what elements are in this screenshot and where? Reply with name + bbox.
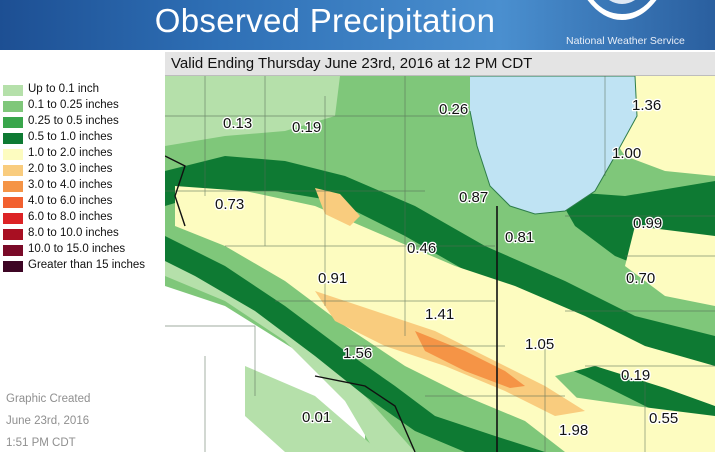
header-banner: Observed Precipitation National Weather …	[0, 0, 715, 50]
state-boundary	[314, 375, 416, 452]
legend-swatch	[3, 245, 23, 256]
created-label: Graphic Created	[6, 393, 91, 405]
rainfall-value-label: 0.91	[318, 270, 347, 287]
rainfall-value-label: 0.99	[633, 215, 662, 232]
rainfall-value-label: 0.81	[505, 229, 534, 246]
state-boundary	[165, 155, 186, 227]
legend-label: 10.0 to 15.0 inches	[28, 243, 126, 255]
rainfall-value-label: 0.70	[626, 270, 655, 287]
legend-label: 0.25 to 0.5 inches	[28, 115, 119, 127]
legend-label: 8.0 to 10.0 inches	[28, 227, 119, 239]
legend-swatch	[3, 197, 23, 208]
legend-label: 1.0 to 2.0 inches	[28, 147, 113, 159]
legend-item: 1.0 to 2.0 inches	[3, 147, 163, 163]
rainfall-value-label: 0.73	[215, 196, 244, 213]
rainfall-value-label: 1.36	[632, 97, 661, 114]
heavy-rain-swath	[175, 186, 715, 452]
very-heavy-rain-area	[315, 188, 360, 226]
light-rain-area	[245, 366, 380, 452]
legend-swatch	[3, 165, 23, 176]
county-boundaries	[165, 76, 715, 452]
rainfall-value-label: 1.00	[612, 145, 641, 162]
created-time: 1:51 PM CDT	[6, 437, 76, 449]
legend-label: Greater than 15 inches	[28, 259, 145, 271]
rainfall-value-label: 0.46	[407, 240, 436, 257]
rainfall-value-label: 1.56	[343, 345, 372, 362]
legend-item: 6.0 to 8.0 inches	[3, 211, 163, 227]
rainfall-value-label: 1.05	[525, 336, 554, 353]
legend-swatch	[3, 229, 23, 240]
legend-item: 0.5 to 1.0 inches	[3, 131, 163, 147]
agency-name: National Weather Service	[566, 35, 685, 47]
legend-item: 0.25 to 0.5 inches	[3, 115, 163, 131]
heavy-rain-area	[565, 396, 715, 452]
map-canvas: 0.13 0.19 0.26 1.36 1.00 0.73 0.87 0.99 …	[165, 76, 715, 452]
moderate-rain-band	[165, 236, 545, 452]
heavy-rain-area	[625, 226, 715, 306]
legend-item: 0.1 to 0.25 inches	[3, 99, 163, 115]
legend-label: 4.0 to 6.0 inches	[28, 195, 113, 207]
lake-michigan	[470, 76, 637, 214]
legend-item: Greater than 15 inches	[3, 259, 163, 275]
rainfall-value-label: 0.55	[649, 410, 678, 427]
page-title: Observed Precipitation	[154, 2, 496, 39]
nws-logo-icon	[587, 0, 657, 20]
legend-swatch	[3, 85, 23, 96]
legend-swatch	[3, 181, 23, 192]
rainfall-value-label: 0.26	[439, 101, 468, 118]
legend-item: 10.0 to 15.0 inches	[3, 243, 163, 259]
created-date: June 23rd, 2016	[6, 415, 90, 427]
valid-time-text: Valid Ending Thursday June 23rd, 2016 at…	[171, 55, 533, 72]
light-rain-area	[165, 76, 340, 146]
graphic-created-info: Graphic Created June 23rd, 2016 1:51 PM …	[6, 388, 90, 454]
rainfall-value-label: 0.87	[459, 189, 488, 206]
rainfall-value-label: 0.01	[302, 409, 331, 426]
legend-item: 8.0 to 10.0 inches	[3, 227, 163, 243]
legend-swatch	[3, 213, 23, 224]
precipitation-map[interactable]: 0.13 0.19 0.26 1.36 1.00 0.73 0.87 0.99 …	[165, 76, 715, 452]
light-rain-area	[165, 261, 415, 452]
legend-swatch	[3, 101, 23, 112]
legend-swatch	[3, 149, 23, 160]
valid-time-bar: Valid Ending Thursday June 23rd, 2016 at…	[165, 52, 715, 76]
rainfall-value-label: 1.98	[559, 422, 588, 439]
legend-swatch	[3, 133, 23, 144]
legend-label: 6.0 to 8.0 inches	[28, 211, 113, 223]
legend-swatch	[3, 117, 23, 128]
rainfall-value-label: 0.13	[223, 115, 252, 132]
rainfall-value-label: 0.19	[292, 119, 321, 136]
legend-label: 0.5 to 1.0 inches	[28, 131, 113, 143]
precipitation-legend: Up to 0.1 inch 0.1 to 0.25 inches 0.25 t…	[3, 83, 163, 275]
legend-item: 2.0 to 3.0 inches	[3, 163, 163, 179]
legend-label: 3.0 to 4.0 inches	[28, 179, 113, 191]
legend-label: 2.0 to 3.0 inches	[28, 163, 113, 175]
legend-label: Up to 0.1 inch	[28, 83, 99, 95]
legend-label: 0.1 to 0.25 inches	[28, 99, 119, 111]
legend-item: Up to 0.1 inch	[3, 83, 163, 99]
legend-item: 4.0 to 6.0 inches	[3, 195, 163, 211]
legend-swatch	[3, 261, 23, 272]
lake-shoreline	[469, 76, 638, 215]
rainfall-value-label: 0.19	[621, 367, 650, 384]
rainfall-value-label: 1.41	[425, 306, 454, 323]
legend-item: 3.0 to 4.0 inches	[3, 179, 163, 195]
